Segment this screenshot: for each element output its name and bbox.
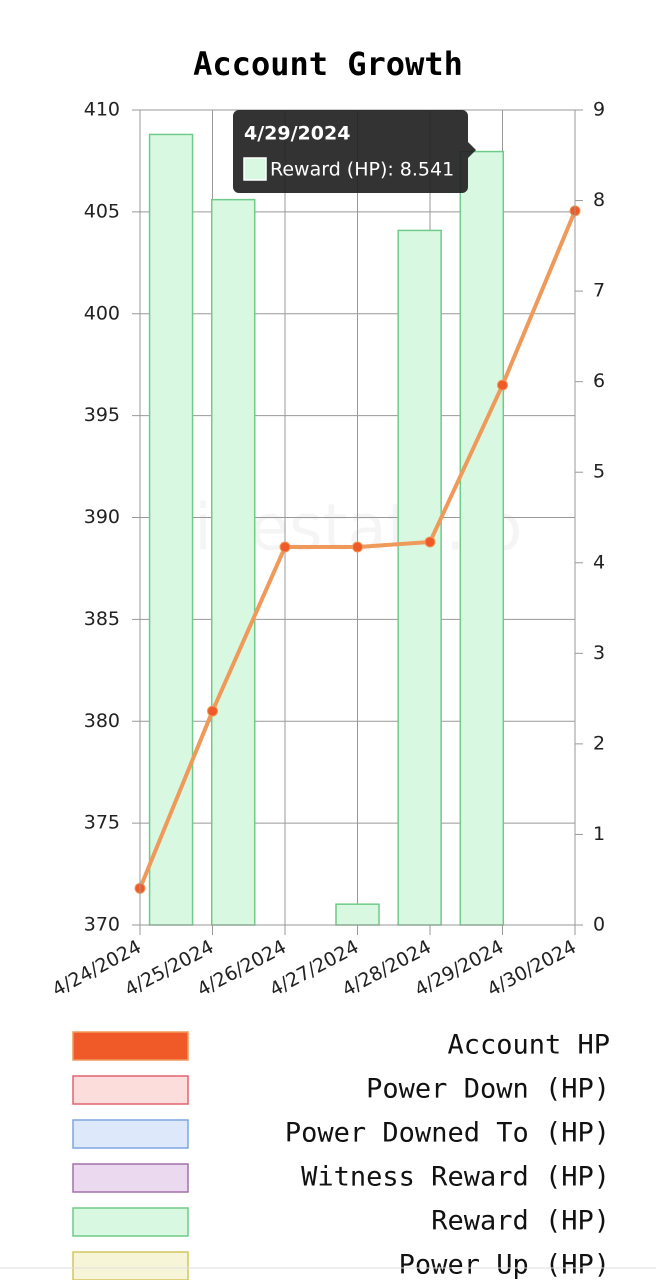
legend-label: Account HP xyxy=(447,1030,610,1061)
bar xyxy=(335,903,380,926)
y2-tick-label: 0 xyxy=(593,914,605,936)
y2-tick-label: 2 xyxy=(593,732,605,754)
y-tick-label: 375 xyxy=(84,812,120,834)
legend-swatch xyxy=(72,1251,189,1280)
y-tick-label: 390 xyxy=(84,506,120,528)
y2-tick-label: 6 xyxy=(593,370,605,392)
legend-label: Witness Reward (HP) xyxy=(301,1162,610,1193)
point xyxy=(497,379,508,391)
legend-swatch xyxy=(72,1119,189,1149)
bar xyxy=(397,229,442,926)
tooltip-box xyxy=(233,110,476,193)
y2-tick-label: 1 xyxy=(593,823,605,845)
legend-label: Power Downed To (HP) xyxy=(285,1118,610,1149)
y-tick-label: 370 xyxy=(84,914,120,936)
y-tick-label: 395 xyxy=(84,404,120,426)
point xyxy=(279,541,291,553)
y2-tick-label: 4 xyxy=(593,551,605,573)
point xyxy=(424,536,436,548)
y-tick-label: 410 xyxy=(84,99,120,121)
tooltip-text: Reward (HP): 8.541 xyxy=(270,159,454,181)
legend-swatch xyxy=(72,1163,189,1193)
legend-swatch xyxy=(72,1075,189,1105)
y-tick-label: 385 xyxy=(84,608,120,630)
bar xyxy=(210,198,256,926)
y2-tick-label: 8 xyxy=(593,189,605,211)
y2-tick-label: 5 xyxy=(593,461,605,483)
point xyxy=(352,541,363,553)
legend-swatch xyxy=(72,1031,189,1061)
legend-label: Power Down (HP) xyxy=(366,1074,610,1105)
y2-tick-label: 7 xyxy=(593,280,605,302)
y-tick-label: 400 xyxy=(84,302,120,324)
legend-label: Power Up (HP) xyxy=(399,1250,610,1280)
chart-title: Account Growth xyxy=(193,45,463,83)
tooltip-swatch xyxy=(243,157,267,181)
bar xyxy=(148,133,194,926)
y2-tick-label: 9 xyxy=(593,99,605,121)
y-tick-label: 380 xyxy=(84,710,120,732)
bar xyxy=(459,150,505,926)
tooltip-title: 4/29/2024 xyxy=(244,123,350,145)
legend-swatch xyxy=(72,1207,189,1237)
legend-label: Reward (HP) xyxy=(431,1206,610,1237)
point xyxy=(207,705,218,717)
y2-tick-label: 3 xyxy=(593,642,605,664)
y-tick-label: 405 xyxy=(84,200,120,222)
